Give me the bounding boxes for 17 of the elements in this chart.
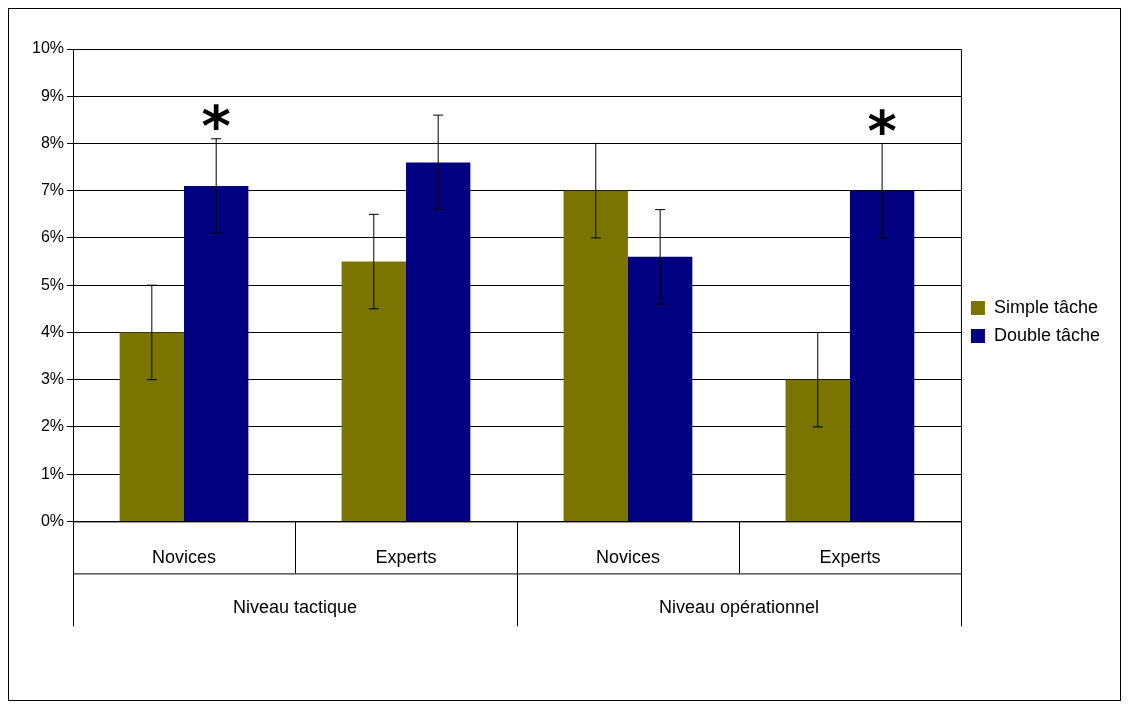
text: Niveau opérationnel: [658, 597, 820, 618]
legend-label: Simple tâche: [993, 296, 1098, 317]
y-tick-label: 7%: [40, 181, 65, 199]
y-tick-label: 9%: [40, 86, 65, 104]
y-tick-label: 4%: [40, 322, 65, 340]
y-tick-label: 8%: [40, 133, 65, 151]
annotation: *: [867, 98, 897, 164]
y-tick-label: 3%: [40, 370, 65, 388]
y-tick-label: 6%: [40, 228, 65, 246]
y-tick-label: 2%: [40, 417, 65, 435]
y-tick-label: 0%: [40, 511, 65, 529]
annotation: *: [201, 93, 231, 159]
y-tick-label: 10%: [31, 39, 65, 57]
text: Niveau tactique: [232, 597, 358, 618]
y-tick-label: 1%: [40, 464, 65, 482]
y-tick-label: 5%: [40, 275, 65, 293]
legend-label: Double tâche: [993, 324, 1100, 345]
